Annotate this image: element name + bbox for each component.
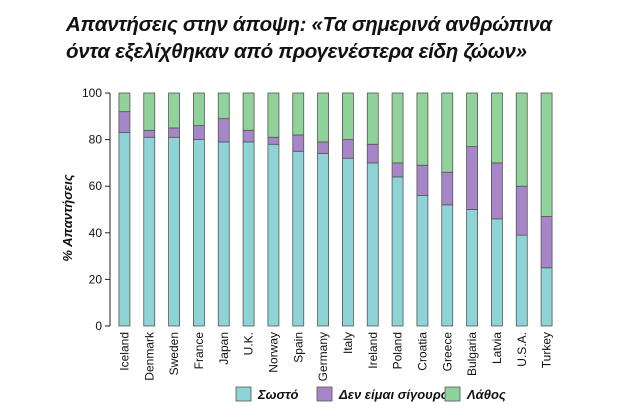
bar-segment	[491, 162, 503, 220]
bar-segment	[168, 127, 180, 138]
y-tick-label: 60	[89, 179, 103, 193]
x-tick-label: Germany	[316, 332, 330, 381]
legend-label: Λάθος	[466, 387, 506, 402]
legend-swatch	[316, 386, 333, 402]
bar-segment	[366, 92, 379, 145]
chart-title-line-1: Απαντήσεις στην άποψη: «Τα σημερινά ανθρ…	[66, 13, 552, 36]
bar-segment	[366, 162, 379, 327]
y-tick-label: 0	[95, 319, 102, 333]
legend-label: Σωστό	[257, 387, 298, 402]
y-tick-label: 80	[89, 133, 103, 147]
bar-segment	[292, 150, 305, 327]
x-tick-label: Greece	[440, 332, 454, 372]
x-tick-label: U.S.A.	[515, 332, 529, 367]
x-tick-label: Ireland	[366, 332, 380, 369]
x-tick-labels: Iceland Denmark Sweden France Japan U.K. Norwa…	[117, 331, 553, 381]
x-tick-label: Iceland	[117, 332, 131, 371]
x-tick-label: Japan	[217, 332, 231, 365]
bar-segment	[366, 143, 379, 164]
bar-segment	[317, 92, 329, 143]
bar-segment	[391, 92, 404, 164]
bar-segment	[466, 146, 478, 210]
x-tick-label: Bulgaria	[465, 332, 479, 376]
x-tick-label: Spain	[291, 332, 305, 363]
bar-segment	[193, 92, 205, 127]
bar-segment	[441, 92, 454, 173]
bar-segment	[342, 139, 354, 159]
bar-segment	[217, 118, 230, 143]
bar-segment	[143, 92, 156, 131]
bar-segment	[118, 92, 131, 113]
legend-swatch	[444, 386, 461, 402]
bar-segment	[267, 92, 280, 138]
x-tick-label: Poland	[391, 332, 405, 369]
x-tick-label: Turkey	[540, 332, 554, 368]
chart-bars	[118, 92, 553, 327]
chart-title-line-2: όντα εξελίχθηκαν από προγενέστερα είδη ζ…	[66, 40, 527, 63]
bar-segment	[416, 164, 429, 196]
y-axis-label: % Απαντήσεις	[60, 174, 75, 261]
bar-segment	[391, 162, 404, 178]
bar-segment	[540, 216, 553, 269]
bar-segment	[540, 267, 553, 327]
bar-segment	[168, 92, 180, 129]
y-tick-label: 40	[89, 226, 103, 240]
x-tick-label: Italy	[341, 332, 355, 354]
x-tick-label: Norway	[266, 332, 280, 373]
bar-segment	[441, 171, 454, 206]
x-tick-label: Denmark	[142, 331, 156, 381]
legend-label: Δεν είμαι σίγουρος	[338, 387, 456, 402]
bar-segment	[416, 195, 429, 327]
bar-segment	[193, 139, 205, 327]
bar-segment	[491, 92, 503, 164]
bar-segment	[292, 134, 305, 152]
bar-segment	[441, 204, 454, 327]
x-tick-label: Latvia	[490, 332, 504, 364]
bar-segment	[193, 125, 205, 141]
bar-segment	[292, 92, 305, 136]
bar-segment	[143, 129, 156, 138]
chart-title: Απαντήσεις στην άποψη: «Τα σημερινά ανθρ…	[66, 11, 626, 65]
bar-segment	[466, 92, 478, 147]
bar-segment	[118, 111, 131, 134]
bar-segment	[317, 153, 329, 327]
chart-axes: 0 20 40 60 80 100	[82, 86, 111, 333]
bar-segment	[540, 92, 553, 217]
bar-segment	[267, 136, 280, 145]
y-tick-label: 100	[82, 86, 102, 100]
bar-segment	[118, 132, 131, 327]
bar-segment	[342, 157, 354, 327]
bar-segment	[515, 92, 528, 187]
bar-segment	[317, 141, 329, 154]
bar-segment	[491, 218, 503, 327]
bar-segment	[515, 185, 528, 236]
bar-segment	[242, 141, 255, 327]
y-tick-label: 20	[89, 272, 103, 286]
x-tick-label: U.K.	[242, 332, 256, 355]
bar-segment	[143, 136, 156, 327]
x-tick-label: Croatia	[415, 332, 429, 371]
bar-segment	[515, 234, 528, 327]
bar-segment	[217, 141, 230, 327]
x-tick-label: Sweden	[167, 332, 181, 375]
legend-swatch	[235, 386, 252, 402]
bar-segment	[168, 136, 180, 327]
bar-segment	[416, 92, 429, 166]
bar-segment	[466, 209, 478, 327]
chart-legend: Σωστό Δεν είμαι σίγουρος Λάθος	[235, 386, 506, 402]
bar-segment	[267, 143, 280, 327]
bar-segment	[242, 92, 255, 131]
bar-segment	[242, 129, 255, 143]
bar-segment	[342, 92, 354, 140]
bar-segment	[217, 92, 230, 120]
bar-segment	[391, 176, 404, 327]
x-tick-label: France	[192, 332, 206, 370]
